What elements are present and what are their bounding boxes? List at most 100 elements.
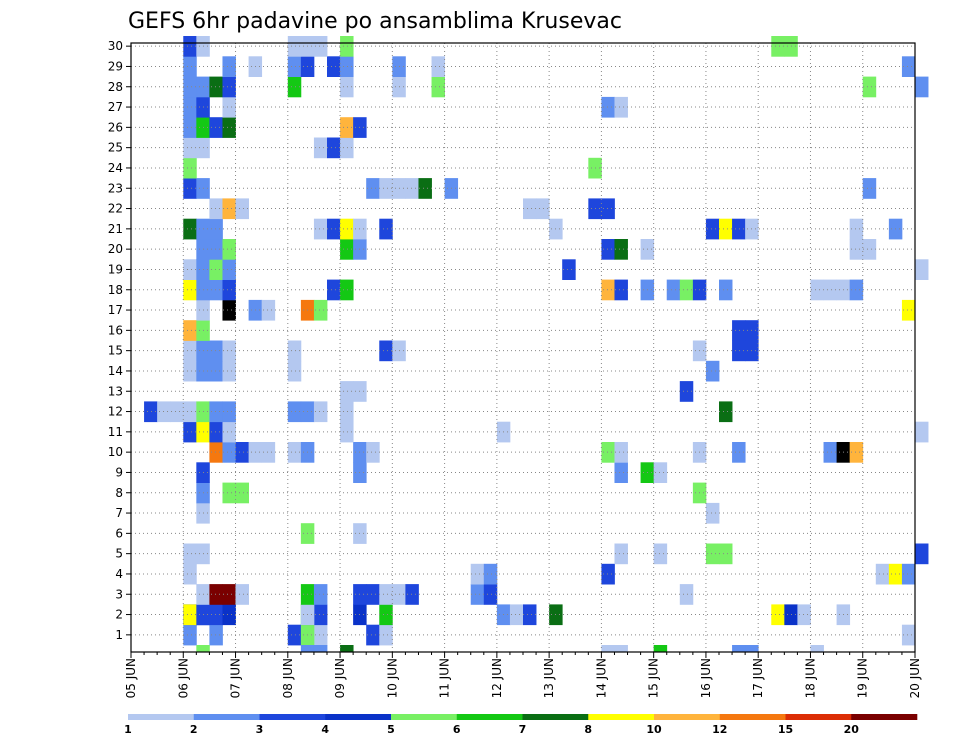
precip-cell [183, 178, 197, 199]
y-tick-label: 28 [108, 80, 123, 94]
precip-cell [601, 442, 615, 463]
precip-cell [287, 360, 302, 382]
precip-cell [183, 218, 197, 240]
legend-swatch [456, 714, 523, 720]
y-tick-label: 25 [108, 141, 123, 155]
y-tick-label: 18 [108, 283, 123, 297]
precip-cell [340, 137, 354, 159]
y-tick-label: 13 [108, 384, 123, 398]
legend-swatch [522, 714, 589, 720]
precip-cell [209, 117, 223, 138]
precip-cell [614, 442, 628, 463]
precip-cell [405, 584, 419, 605]
precip-cell [614, 543, 628, 565]
y-tick-label: 19 [108, 262, 123, 276]
precip-cell [222, 239, 236, 260]
precip-cell [601, 279, 615, 301]
precip-cell [601, 239, 615, 260]
precip-cell [209, 442, 223, 463]
precip-cell [235, 584, 249, 605]
precip-cell [222, 299, 236, 321]
y-tick-label: 9 [115, 465, 123, 479]
precip-cell [313, 645, 328, 653]
precip-cell [261, 299, 276, 321]
precip-cell [862, 178, 877, 199]
precip-cell [340, 117, 354, 138]
legend-label: 20 [844, 723, 860, 736]
legend-swatch [391, 714, 458, 720]
precip-cell [601, 198, 615, 220]
x-tick-label: 13 JUN [542, 658, 556, 698]
precip-cell [614, 462, 628, 483]
y-tick-label: 29 [108, 59, 123, 73]
precip-cell [209, 218, 223, 240]
y-tick-label: 24 [108, 161, 123, 175]
precip-cell [431, 76, 445, 98]
precip-cell [287, 36, 302, 57]
precip-cell [614, 279, 628, 301]
precip-cell [379, 604, 393, 626]
x-tick-label: 10 JUN [385, 658, 399, 698]
precip-cell [810, 645, 824, 653]
y-tick-label: 26 [108, 120, 123, 134]
legend-swatch [785, 714, 852, 720]
precip-cell [771, 604, 785, 626]
precip-cell [601, 563, 615, 585]
precip-cell [327, 218, 341, 240]
precip-cell [209, 624, 223, 646]
precip-cell [705, 360, 720, 382]
precip-cell [183, 137, 197, 159]
x-tick-label: 17 JUN [751, 658, 765, 698]
legend-label: 6 [453, 723, 461, 736]
precip-cell [915, 543, 929, 565]
precip-cell [823, 442, 837, 463]
precip-cell [183, 36, 197, 57]
precip-cell [313, 401, 328, 423]
precip-cell [183, 117, 197, 138]
precip-cell [366, 624, 380, 646]
legend-label: 4 [321, 723, 329, 736]
x-tick-label: 14 JUN [594, 658, 608, 698]
precip-cell [340, 56, 354, 77]
precip-cell [209, 279, 223, 301]
precip-cell [614, 239, 628, 260]
precip-cell [601, 645, 615, 653]
precip-cell [300, 645, 315, 653]
precip-cell [287, 76, 302, 98]
precip-cell [379, 218, 393, 240]
precip-cell [719, 279, 733, 301]
y-tick-label: 20 [108, 242, 123, 256]
precip-cell [366, 178, 380, 199]
precip-cell [862, 239, 877, 260]
x-tick-label: 05 JUN [124, 658, 138, 698]
x-tick-label: 08 JUN [281, 658, 295, 698]
precip-cell [719, 543, 733, 565]
y-tick-label: 30 [108, 39, 123, 53]
precip-cell [915, 259, 929, 280]
legend-label: 2 [190, 723, 198, 736]
precip-cell [313, 218, 328, 240]
precip-cell [222, 279, 236, 301]
precip-cell [183, 604, 197, 626]
precip-cell [313, 137, 328, 159]
precip-cell [679, 279, 694, 301]
y-tick-label: 1 [115, 628, 123, 642]
precip-cell [849, 279, 864, 301]
precip-cell [509, 604, 524, 626]
y-tick-label: 17 [108, 303, 123, 317]
precip-cell [901, 56, 916, 77]
precip-cell [340, 239, 354, 260]
x-tick-label: 07 JUN [229, 658, 243, 698]
x-tick-label: 16 JUN [699, 658, 713, 698]
precip-cell [222, 482, 236, 504]
precip-cell [849, 218, 864, 240]
precip-cell [235, 482, 249, 504]
precip-cell [340, 279, 354, 301]
y-tick-label: 12 [108, 405, 123, 419]
grid-lines [131, 43, 915, 652]
precip-cell [653, 543, 668, 565]
precip-cell [183, 96, 197, 118]
precip-cell [679, 381, 694, 402]
precip-cell [183, 421, 197, 443]
